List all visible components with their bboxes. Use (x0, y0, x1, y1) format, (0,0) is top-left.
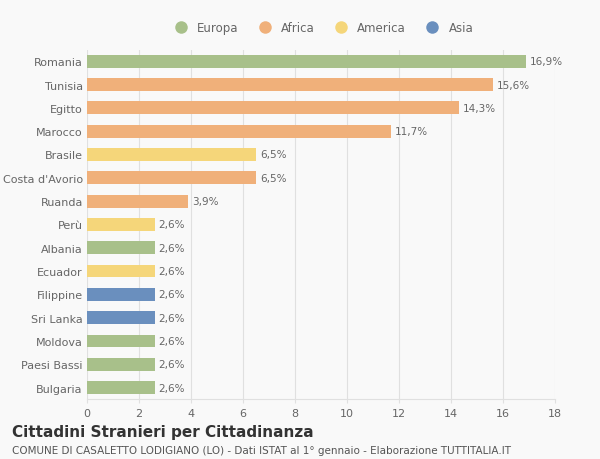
Text: 11,7%: 11,7% (395, 127, 428, 137)
Bar (87, 312, 155, 325)
Text: Cittadini Stranieri per Cittadinanza: Cittadini Stranieri per Cittadinanza (12, 425, 314, 440)
Bar (87, 195, 188, 208)
Text: 2,6%: 2,6% (158, 359, 185, 369)
Text: 6,5%: 6,5% (260, 150, 286, 160)
Text: 2,6%: 2,6% (158, 290, 185, 300)
Bar (87, 218, 155, 231)
Text: 2,6%: 2,6% (158, 336, 185, 346)
Text: 2,6%: 2,6% (158, 220, 185, 230)
Text: 6,5%: 6,5% (260, 174, 286, 184)
Bar (87, 102, 459, 115)
Legend: Europa, Africa, America, Asia: Europa, Africa, America, Asia (166, 20, 476, 38)
Bar (87, 265, 155, 278)
Text: 16,9%: 16,9% (530, 57, 563, 67)
Text: 14,3%: 14,3% (463, 104, 496, 114)
Text: 3,9%: 3,9% (193, 196, 219, 207)
Text: 2,6%: 2,6% (158, 313, 185, 323)
Bar (87, 125, 391, 138)
Bar (87, 358, 155, 371)
Bar (87, 381, 155, 394)
Bar (87, 335, 155, 347)
Text: 2,6%: 2,6% (158, 243, 185, 253)
Text: COMUNE DI CASALETTO LODIGIANO (LO) - Dati ISTAT al 1° gennaio - Elaborazione TUT: COMUNE DI CASALETTO LODIGIANO (LO) - Dat… (12, 445, 511, 455)
Bar (87, 56, 526, 68)
Bar (87, 242, 155, 255)
Bar (87, 172, 256, 185)
Text: 2,6%: 2,6% (158, 266, 185, 276)
Text: 2,6%: 2,6% (158, 383, 185, 393)
Bar (87, 149, 256, 162)
Bar (87, 288, 155, 301)
Text: 15,6%: 15,6% (497, 80, 530, 90)
Bar (87, 79, 493, 92)
